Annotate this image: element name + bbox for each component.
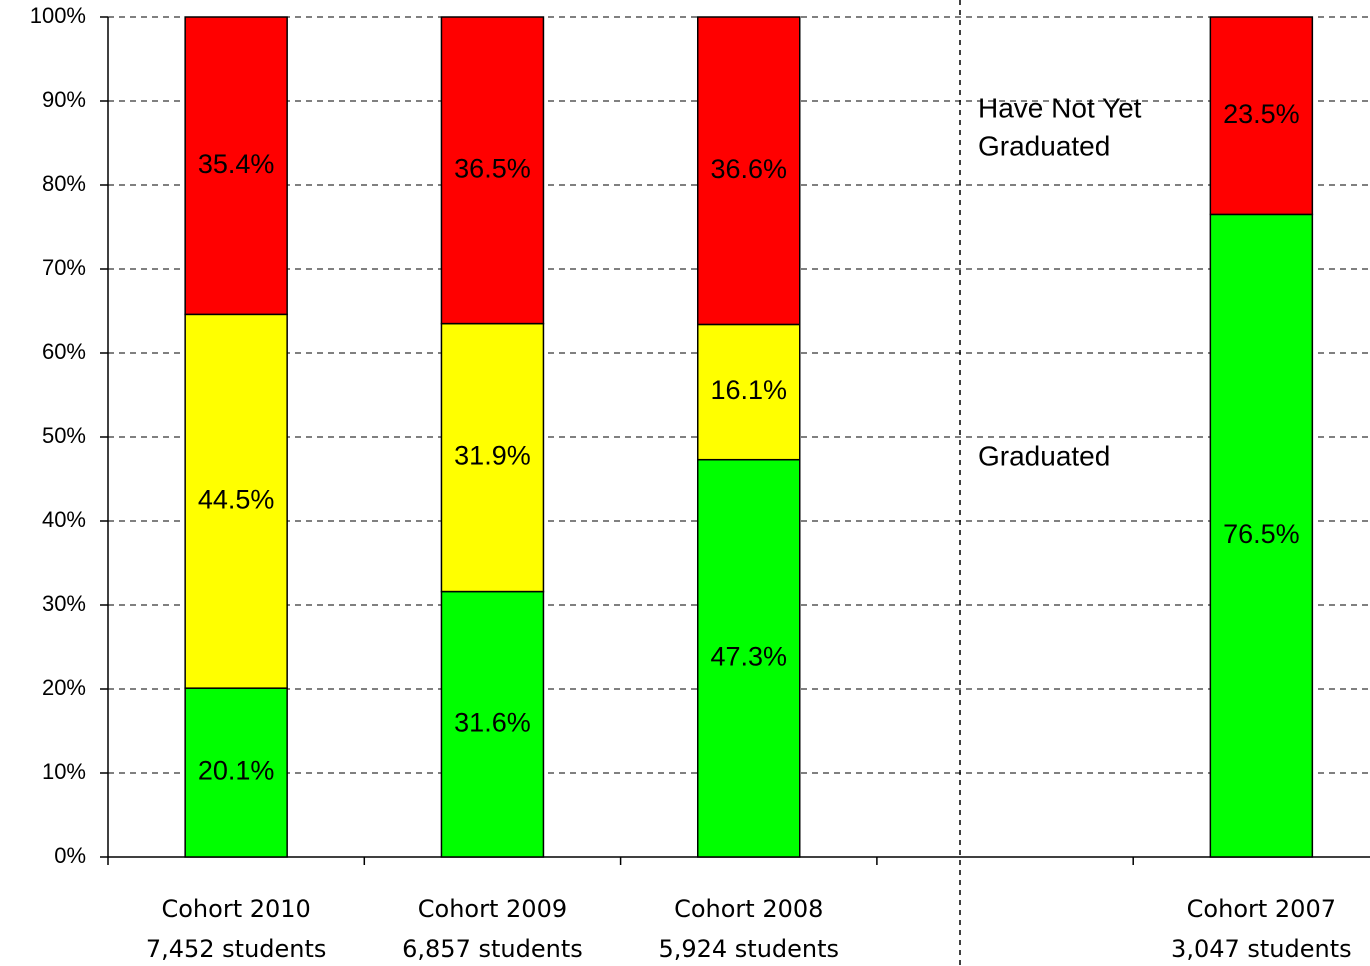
value-label: 31.6%	[454, 707, 531, 737]
y-tick-label: 60%	[42, 339, 86, 364]
value-label: 36.6%	[710, 154, 787, 184]
bar-segment	[184, 687, 288, 858]
y-tick-label: 100%	[30, 3, 86, 28]
x-tick-label: Cohort 2007	[1187, 895, 1336, 923]
y-tick-label: 70%	[42, 255, 86, 280]
value-label: 31.9%	[454, 441, 531, 471]
y-tick-label: 0%	[54, 843, 86, 868]
bar-segment	[1209, 16, 1314, 216]
annotation: Graduated	[978, 130, 1110, 161]
value-label: 47.3%	[710, 641, 787, 671]
value-label: 36.5%	[454, 153, 531, 183]
y-tick-label: 20%	[42, 675, 86, 700]
y-tick-label: 50%	[42, 423, 86, 448]
bar-segment	[184, 16, 288, 316]
x-tick-label: Cohort 2008	[674, 895, 823, 923]
annotation: Have Not Yet	[978, 92, 1142, 123]
annotation: Graduated	[978, 440, 1110, 471]
bar-segment	[184, 313, 288, 689]
value-label: 76.5%	[1223, 519, 1300, 549]
bar-segment	[1209, 213, 1314, 858]
x-tick-label: 7,452 students	[146, 935, 327, 963]
value-label: 23.5%	[1223, 99, 1300, 129]
x-tick-label: 6,857 students	[402, 935, 583, 963]
bar-segment	[697, 458, 801, 858]
x-tick-label: 5,924 students	[658, 935, 839, 963]
x-tick-label: Cohort 2009	[418, 895, 567, 923]
value-label: 16.1%	[710, 375, 787, 405]
y-tick-label: 30%	[42, 591, 86, 616]
y-tick-label: 40%	[42, 507, 86, 532]
bar-segment	[440, 16, 545, 325]
value-label: 35.4%	[198, 149, 275, 179]
x-tick-label: Cohort 2010	[161, 895, 310, 923]
value-label: 44.5%	[198, 484, 275, 514]
y-tick-label: 90%	[42, 87, 86, 112]
x-tick-label: 3,047 students	[1171, 935, 1352, 963]
bar-segment	[440, 590, 545, 858]
bar-segment	[697, 16, 801, 326]
y-tick-label: 10%	[42, 759, 86, 784]
y-tick-label: 80%	[42, 171, 86, 196]
value-label: 20.1%	[198, 756, 275, 786]
bar-segment	[697, 323, 801, 461]
